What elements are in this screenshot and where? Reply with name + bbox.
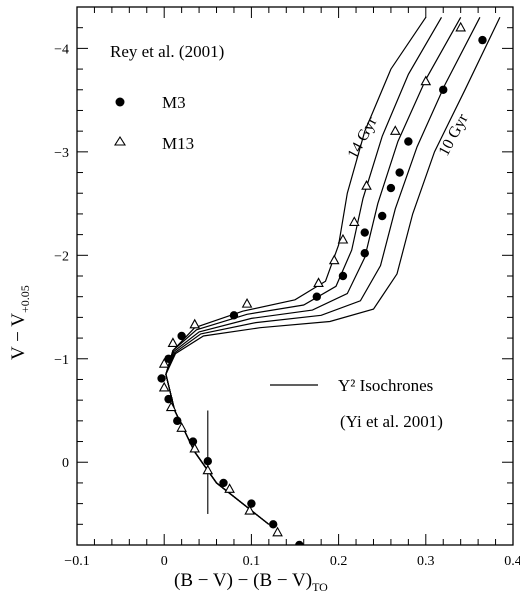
isochrone-line-2	[165, 17, 462, 525]
m13-point-18	[244, 504, 255, 515]
m13-point-4	[348, 216, 360, 226]
y-tick-label: −2	[54, 249, 69, 264]
isochrone-legend-label: Y² Isochrones	[338, 376, 433, 395]
y-tick-label: −1	[54, 353, 69, 368]
m13-point-12	[158, 381, 170, 392]
m13-point-9	[189, 318, 201, 329]
y-axis-label-sub: +0.05	[18, 285, 32, 313]
isochrone-line-3	[165, 17, 481, 525]
x-axis-label-main: (B − V) − (B − V)	[174, 570, 312, 591]
m3-point-19	[247, 499, 256, 508]
m3-point-8	[338, 271, 348, 281]
m3-point-7	[360, 249, 369, 258]
m3-point-11	[177, 331, 186, 341]
annotation-14gyr: 14 Gyr	[345, 114, 381, 162]
isochrone-line-0	[165, 16, 427, 525]
m13-point-0	[455, 21, 467, 32]
x-tick-label: −0.1	[64, 554, 89, 569]
isochrone-line-1	[165, 16, 443, 525]
legend-m3-label: M3	[162, 93, 186, 112]
m13-point-5	[337, 233, 349, 244]
m3-point-14	[164, 394, 173, 404]
isochrone-lines	[165, 16, 501, 525]
m3-point-6	[360, 228, 369, 237]
m3-point-16	[188, 437, 198, 446]
m3-point-4	[386, 183, 396, 193]
m3-point-5	[378, 211, 387, 221]
m3-point-13	[157, 374, 166, 383]
m3-point-12	[164, 354, 173, 363]
m3-point-3	[395, 168, 404, 177]
m13-point-8	[241, 297, 253, 308]
m3-point-1	[439, 85, 448, 94]
isochrone-legend-citation: (Yi et al. 2001)	[340, 412, 443, 431]
m13-point-15	[189, 442, 201, 453]
m13-point-16	[202, 464, 214, 475]
isochrone-line-4	[165, 17, 501, 525]
m13-point-1	[420, 75, 432, 86]
axis-ticks: −0.1 0 0.1 0.2 0.3 0.4 0 −1 −2 −3 −4	[54, 6, 520, 569]
x-axis-label: (B − V) − (B − V)TO	[174, 570, 328, 594]
m3-point-18	[219, 478, 228, 488]
x-tick-label: 0.3	[417, 554, 435, 569]
m3-point-9	[312, 292, 321, 301]
m13-point-10	[167, 337, 179, 347]
x-tick-label: 0.2	[330, 554, 348, 569]
y-tick-label: −3	[54, 146, 69, 161]
m3-point-0	[478, 35, 487, 45]
m13-point-13	[165, 401, 177, 412]
m3-point-10	[229, 311, 239, 320]
y-axis-label-main: V − V	[8, 313, 29, 360]
x-tick-label: 0	[161, 554, 168, 569]
m3-point-15	[173, 416, 182, 426]
m13-point-11	[158, 358, 170, 368]
m13-point-17	[224, 483, 235, 493]
m3-point-2	[404, 137, 413, 146]
plot-border	[76, 6, 514, 546]
m13-point-14	[176, 422, 187, 432]
x-tick-label: 0.4	[504, 554, 520, 569]
y-tick-label: −4	[54, 42, 69, 57]
m3-point-17	[203, 456, 212, 466]
m13-point-3	[361, 180, 372, 190]
x-axis-label-sub: TO	[312, 580, 328, 594]
m13-point-19	[272, 526, 283, 537]
y-tick-label: 0	[62, 456, 69, 471]
m13-points	[158, 21, 467, 537]
x-tick-label: 0.1	[243, 554, 261, 569]
legend-m3-marker	[115, 97, 125, 107]
m13-point-2	[389, 125, 401, 135]
plot-frame	[76, 6, 514, 546]
m3-point-20	[269, 520, 278, 529]
m13-point-6	[328, 254, 340, 265]
legend-title: Rey et al. (2001)	[110, 42, 224, 61]
annotation-10gyr: 10 Gyr	[436, 111, 472, 159]
legend-m13-label: M13	[162, 134, 194, 153]
m3-point-21	[295, 540, 304, 545]
m13-point-7	[313, 277, 324, 287]
legend-m13-marker	[114, 135, 126, 146]
y-axis-label: V − V+0.05	[8, 285, 32, 360]
m3-points	[157, 35, 487, 545]
